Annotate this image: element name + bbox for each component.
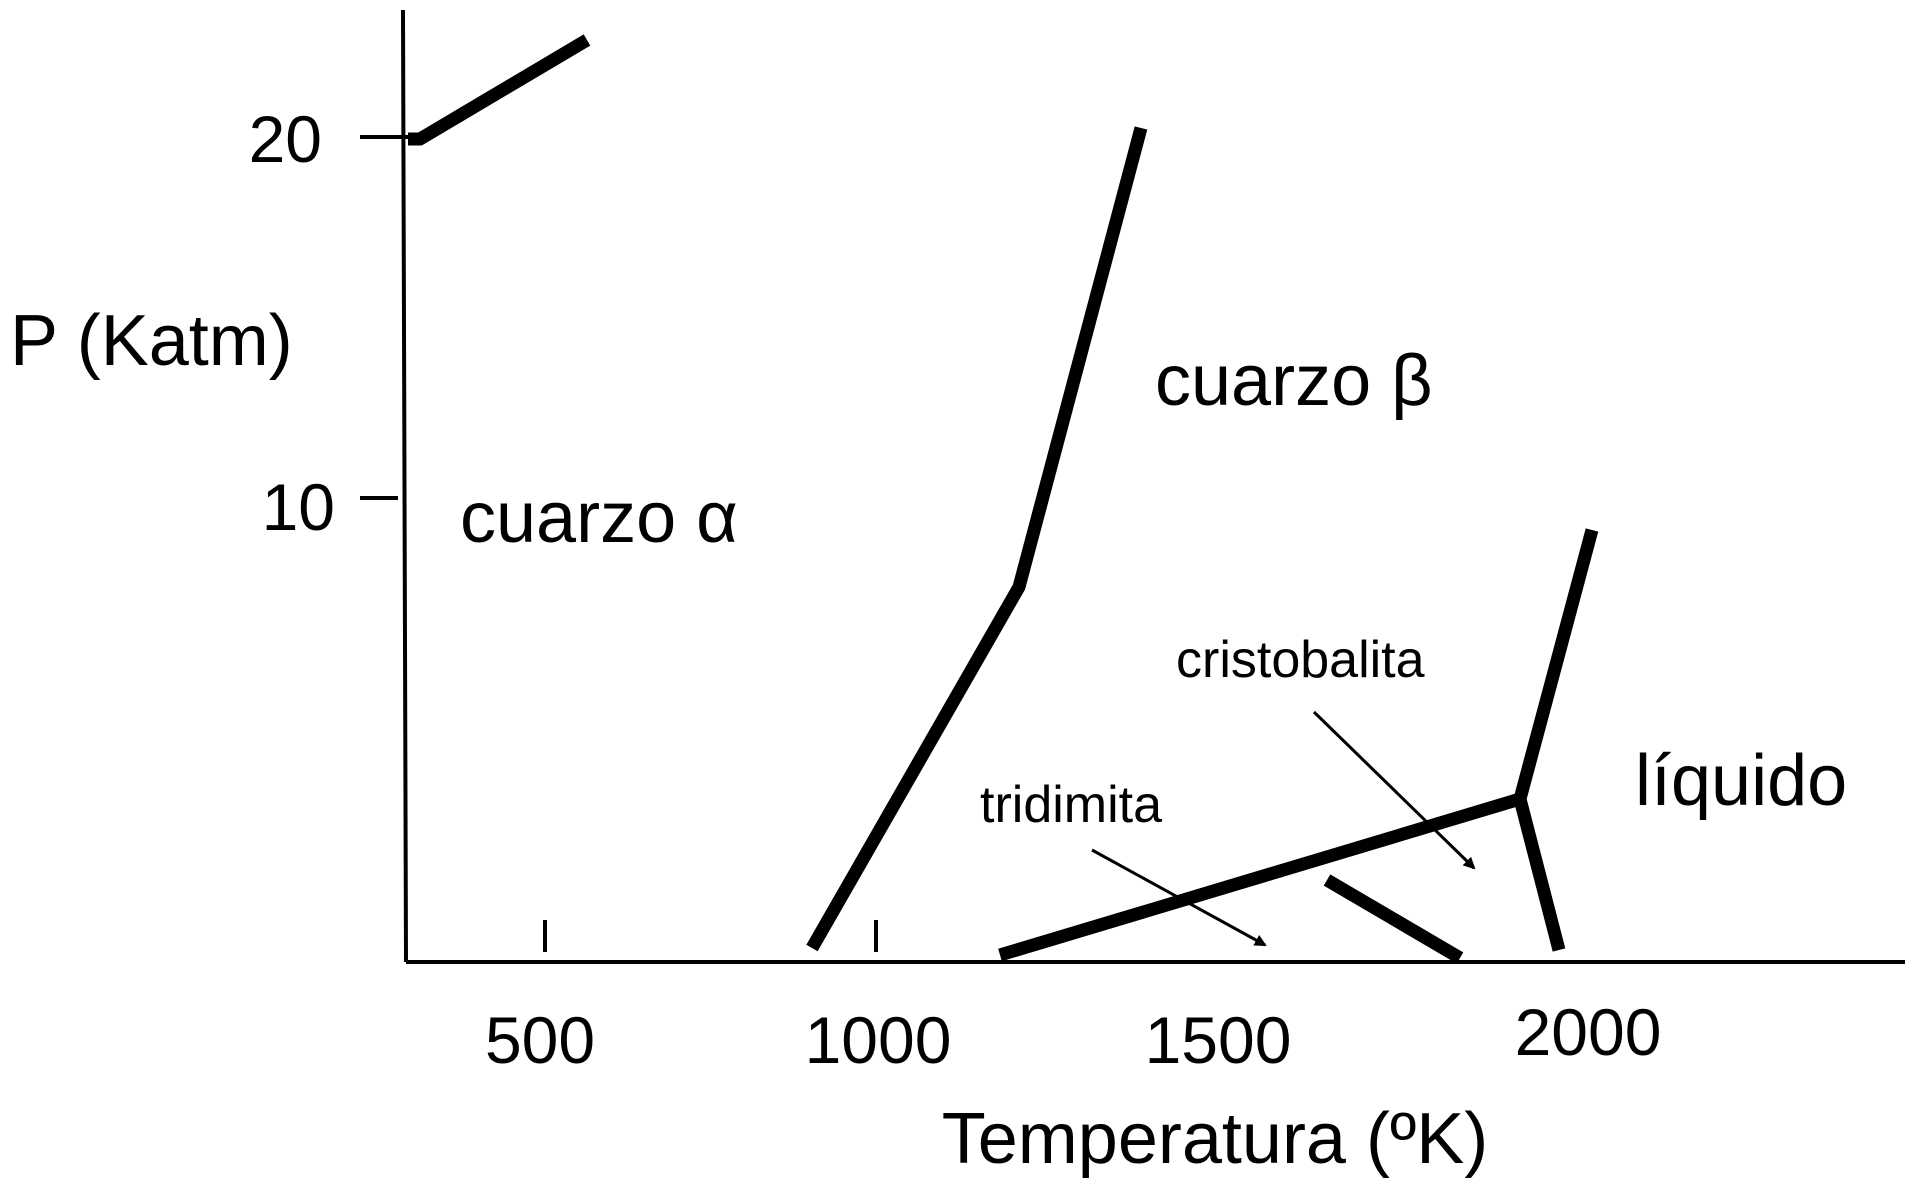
region-label-liquid: líquido: [1635, 741, 1847, 821]
cristobalite-pointer-arrow: [1312, 710, 1476, 870]
boundary-alpha-high-pressure: [408, 34, 591, 146]
y-tick-label-20: 20: [249, 102, 322, 176]
x-tick-label-1500: 1500: [1145, 1003, 1292, 1077]
x-axis-title: Temperatura (ºK): [942, 1099, 1488, 1179]
x-tick-label-500: 500: [485, 1003, 595, 1077]
boundary-tridymite-cristobalite: [1323, 874, 1464, 964]
y-tick-label-10: 10: [262, 470, 335, 544]
annotation-tridymite: tridimita: [980, 776, 1162, 834]
y-axis: [401, 9, 408, 963]
boundary-alpha-beta: [806, 126, 1148, 952]
x-tick-label-1000: 1000: [805, 1003, 952, 1077]
boundary-melting: [1513, 528, 1599, 952]
boundary-tridymite-upper: [998, 792, 1522, 962]
region-label-alpha-quartz: cuarzo α: [460, 478, 738, 558]
y-axis-title: P (Katm): [10, 301, 293, 381]
annotation-cristobalite: cristobalita: [1176, 631, 1425, 689]
x-tick-label-2000: 2000: [1515, 995, 1662, 1069]
tridymite-pointer-arrow: [1091, 848, 1267, 947]
region-label-beta-quartz: cuarzo β: [1155, 341, 1433, 421]
